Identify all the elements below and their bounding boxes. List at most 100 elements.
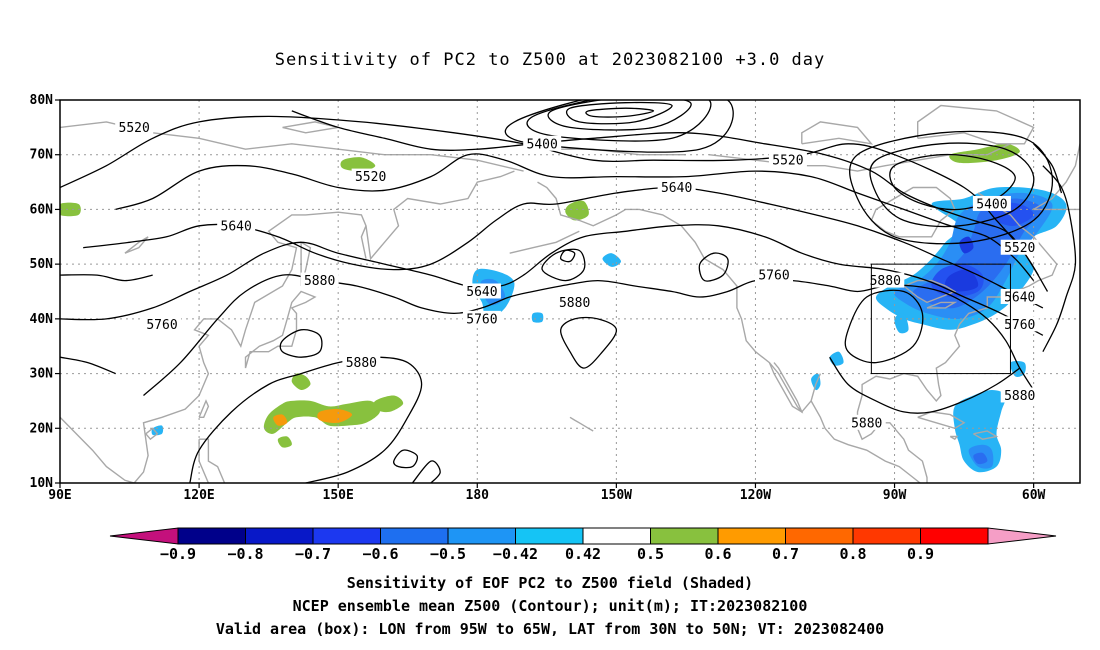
axis-ticks: 10N 20N 30N 40N 50N 60N 70N 80N 90E 120E 150E 180 15…: [30, 93, 1046, 503]
contour-loop: [585, 107, 655, 118]
contour-labels: 5520 5400 5520 5520 5640 5400 5640 5520 5880 5880…: [115, 119, 1039, 431]
shaded-region: [949, 143, 1020, 164]
contour-label: 5640: [661, 181, 692, 196]
coastline: [360, 225, 367, 259]
shaded-region: [151, 425, 164, 436]
colorbar-label: −0.42: [493, 545, 538, 563]
lon-tick-label: 180: [466, 488, 490, 503]
coastline: [856, 192, 1058, 483]
contour-label-bg: [143, 316, 181, 332]
shaded-region: [953, 390, 1007, 473]
contour-loop: [547, 100, 692, 131]
shaded-region: [602, 253, 621, 267]
colorbar-label: 0.7: [772, 545, 799, 563]
contour-loop: [698, 252, 729, 282]
colorbar-segment: [177, 527, 246, 545]
colorbar-label: −0.6: [362, 545, 398, 563]
colorbar-label: 0.6: [704, 545, 731, 563]
colorbar-label: −0.9: [160, 545, 196, 563]
contour-label: 5880: [346, 356, 377, 371]
contour-loop: [844, 289, 924, 364]
contour-line: [189, 356, 423, 483]
coastline: [198, 399, 210, 418]
contour-loop: [566, 101, 673, 125]
coastline: [903, 279, 957, 304]
contour-label-bg: [523, 135, 562, 151]
colorbar-label: −0.5: [430, 545, 466, 563]
contour-line: [60, 115, 1049, 292]
contour-loop: [560, 316, 618, 369]
contour-line: [115, 153, 1035, 282]
colorbar-label: 0.5: [637, 545, 664, 563]
plot-frame: [59, 99, 1081, 484]
contour-loop: [526, 100, 712, 142]
coastline: [60, 170, 515, 483]
lon-tick-label: 120W: [740, 488, 771, 503]
shaded-region: [531, 312, 544, 323]
colorbar-segment: [515, 527, 584, 545]
contour-line: [1033, 143, 1063, 194]
contour-label-bg: [768, 152, 807, 168]
contour-label: 5880: [870, 274, 901, 289]
contour-line: [1079, 154, 1080, 158]
contour-label: 5880: [1004, 389, 1035, 404]
coastline: [1033, 143, 1080, 211]
colorbar-segment: [245, 527, 314, 545]
shaded-region: [829, 351, 844, 366]
coastline: [282, 121, 339, 134]
coastline: [810, 400, 922, 483]
coastline: [569, 416, 594, 432]
contour-line: [1042, 165, 1077, 352]
contour-label: 5520: [355, 170, 386, 185]
shaded-region: [60, 202, 81, 217]
lat-tick-label: 70N: [30, 148, 54, 163]
shaded-region: [945, 269, 979, 292]
shaded-region: [273, 414, 288, 426]
contour-label: 5880: [304, 274, 335, 289]
contour-label-bg: [847, 414, 886, 430]
coastline: [973, 430, 999, 440]
shaded-region: [565, 200, 589, 221]
contour-label-bg: [972, 195, 1011, 211]
shaded-region: [373, 395, 404, 413]
shaded-region: [959, 236, 974, 254]
contour-label: 5760: [146, 318, 177, 333]
contour-label-bg: [351, 168, 390, 184]
contour-label: 5640: [1004, 290, 1035, 305]
colorbar-low-arrow: [109, 527, 179, 545]
contour-label: 5520: [1004, 241, 1035, 256]
contour-label-bg: [1000, 387, 1039, 403]
colorbar-segment: [447, 527, 516, 545]
contour-label: 5880: [851, 416, 882, 431]
lat-tick-label: 20N: [30, 421, 54, 436]
colorbar-high-arrow: [987, 527, 1057, 545]
coastline: [926, 301, 958, 309]
contour-label-bg: [866, 272, 905, 288]
coastline: [949, 435, 959, 441]
contour-label: 5400: [976, 197, 1007, 212]
contour-label-bg: [217, 217, 256, 233]
chart-title: Sensitivity of PC2 to Z500 at 2023082100…: [274, 50, 826, 70]
contour-line: [60, 224, 1044, 336]
colorbar-segment: [582, 527, 651, 545]
contour-loop: [279, 328, 323, 358]
shaded-region: [317, 409, 353, 424]
contour-label: 5640: [466, 285, 497, 300]
valid-area-box: [870, 263, 1011, 375]
colorbar: −0.9 −0.8 −0.7 −0.6 −0.5 −0.42 0.42 0.5 0.6 0.7 0.…: [109, 527, 1057, 563]
coastline: [917, 104, 1035, 145]
coastline: [537, 181, 822, 413]
contour-label-bg: [115, 119, 154, 135]
lat-tick-label: 60N: [30, 202, 54, 217]
contour-line: [60, 356, 116, 375]
lon-tick-label: 120E: [183, 488, 214, 503]
contour-line: [829, 356, 1021, 414]
contour-label: 5760: [758, 269, 789, 284]
contour-label: 5640: [221, 219, 252, 234]
contour-line: [60, 274, 153, 282]
colorbar-segment: [650, 527, 719, 545]
colorbar-label: 0.9: [907, 545, 934, 563]
contour-line: [411, 460, 441, 483]
lon-tick-label: 90E: [48, 488, 71, 503]
